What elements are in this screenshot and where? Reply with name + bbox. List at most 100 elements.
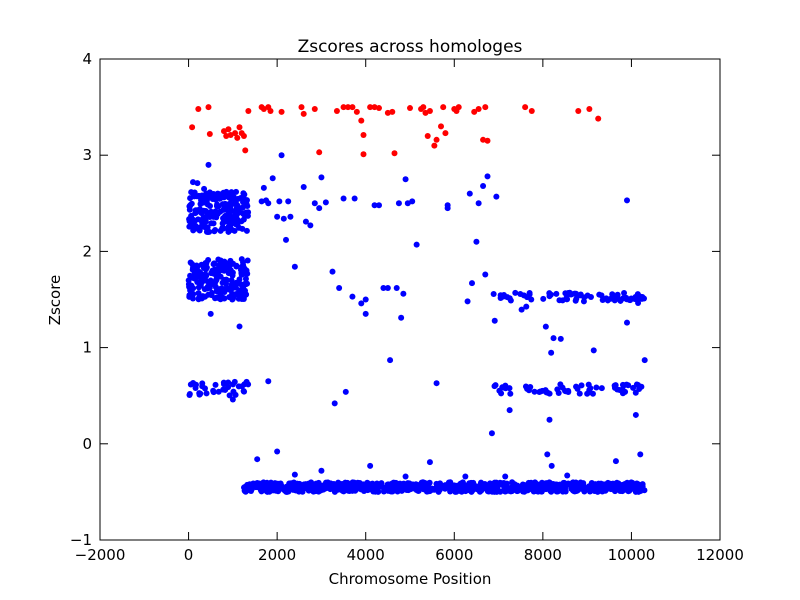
data-point xyxy=(207,310,214,317)
data-point xyxy=(445,479,452,486)
data-point xyxy=(243,209,250,216)
data-point xyxy=(347,481,354,488)
data-point xyxy=(641,357,648,364)
data-point xyxy=(393,284,400,291)
data-point xyxy=(240,132,247,139)
x-axis-label: Chromosome Position xyxy=(329,570,492,588)
x-tick-label: 10000 xyxy=(608,546,656,564)
data-point xyxy=(192,264,199,271)
data-point xyxy=(191,189,198,196)
data-point xyxy=(244,257,251,264)
data-point xyxy=(285,198,292,205)
data-point xyxy=(556,481,563,488)
data-point xyxy=(573,295,580,302)
data-point xyxy=(619,390,626,397)
data-point xyxy=(600,487,607,494)
data-point xyxy=(528,296,535,303)
data-point xyxy=(244,280,251,287)
data-point xyxy=(497,479,504,486)
data-point xyxy=(243,267,250,274)
data-point xyxy=(426,459,433,466)
data-point xyxy=(311,200,318,207)
data-point xyxy=(578,382,585,389)
data-point xyxy=(206,279,213,286)
plot-frame xyxy=(99,58,721,541)
data-point xyxy=(531,485,538,492)
data-point xyxy=(208,270,215,277)
data-point xyxy=(564,290,571,297)
data-point xyxy=(576,390,583,397)
data-point xyxy=(217,227,224,234)
data-point xyxy=(300,183,307,190)
data-point xyxy=(226,392,233,399)
data-point xyxy=(635,382,642,389)
x-tick-label: 4000 xyxy=(347,546,385,564)
data-point xyxy=(230,260,237,267)
data-point xyxy=(329,268,336,275)
data-point xyxy=(622,481,629,488)
data-point xyxy=(225,260,232,267)
data-point xyxy=(398,314,405,321)
data-point xyxy=(381,487,388,494)
data-point xyxy=(189,295,196,302)
data-point xyxy=(236,288,243,295)
data-point xyxy=(609,293,616,300)
data-point xyxy=(196,391,203,398)
data-point xyxy=(420,104,427,111)
data-point xyxy=(523,485,530,492)
data-point xyxy=(240,190,247,197)
data-point xyxy=(455,104,462,111)
data-point xyxy=(194,207,201,214)
data-point xyxy=(322,479,329,486)
data-point xyxy=(206,190,213,197)
data-point xyxy=(196,294,203,301)
data-point xyxy=(528,107,535,114)
data-point xyxy=(265,378,272,385)
data-point xyxy=(276,198,283,205)
y-tick-label: −1 xyxy=(70,531,92,549)
data-point xyxy=(540,295,547,302)
data-point xyxy=(211,260,218,267)
data-point xyxy=(225,225,232,232)
data-point xyxy=(199,197,206,204)
data-point xyxy=(499,384,506,391)
data-point xyxy=(637,293,644,300)
data-point xyxy=(280,215,287,222)
data-point xyxy=(424,132,431,139)
data-point xyxy=(604,297,611,304)
data-point xyxy=(227,200,234,207)
data-point xyxy=(283,236,289,243)
data-point xyxy=(478,487,485,494)
data-point xyxy=(512,289,519,296)
data-point xyxy=(632,488,639,495)
data-point xyxy=(223,189,230,196)
data-point xyxy=(621,290,628,296)
data-point xyxy=(258,198,265,205)
data-point xyxy=(331,488,338,495)
data-point xyxy=(199,380,206,387)
y-tick-label: 0 xyxy=(82,435,92,453)
data-point xyxy=(220,379,227,386)
data-point xyxy=(532,479,538,486)
data-point xyxy=(598,385,605,392)
data-point xyxy=(475,106,482,113)
data-point xyxy=(526,291,533,298)
data-point xyxy=(587,293,594,300)
data-point xyxy=(232,391,239,398)
data-point xyxy=(351,195,358,202)
data-point xyxy=(242,275,249,282)
x-tick-label: −2000 xyxy=(75,546,126,564)
data-point xyxy=(340,104,347,111)
data-point xyxy=(375,488,382,495)
y-tick-label: 2 xyxy=(82,242,92,260)
data-point xyxy=(204,285,211,292)
data-point xyxy=(288,480,295,487)
data-point xyxy=(318,174,325,181)
data-point xyxy=(385,481,392,488)
data-point xyxy=(559,384,566,391)
data-point xyxy=(548,462,555,469)
data-point xyxy=(431,142,438,149)
data-point xyxy=(307,222,314,229)
data-point xyxy=(239,225,246,232)
data-point xyxy=(192,385,199,392)
